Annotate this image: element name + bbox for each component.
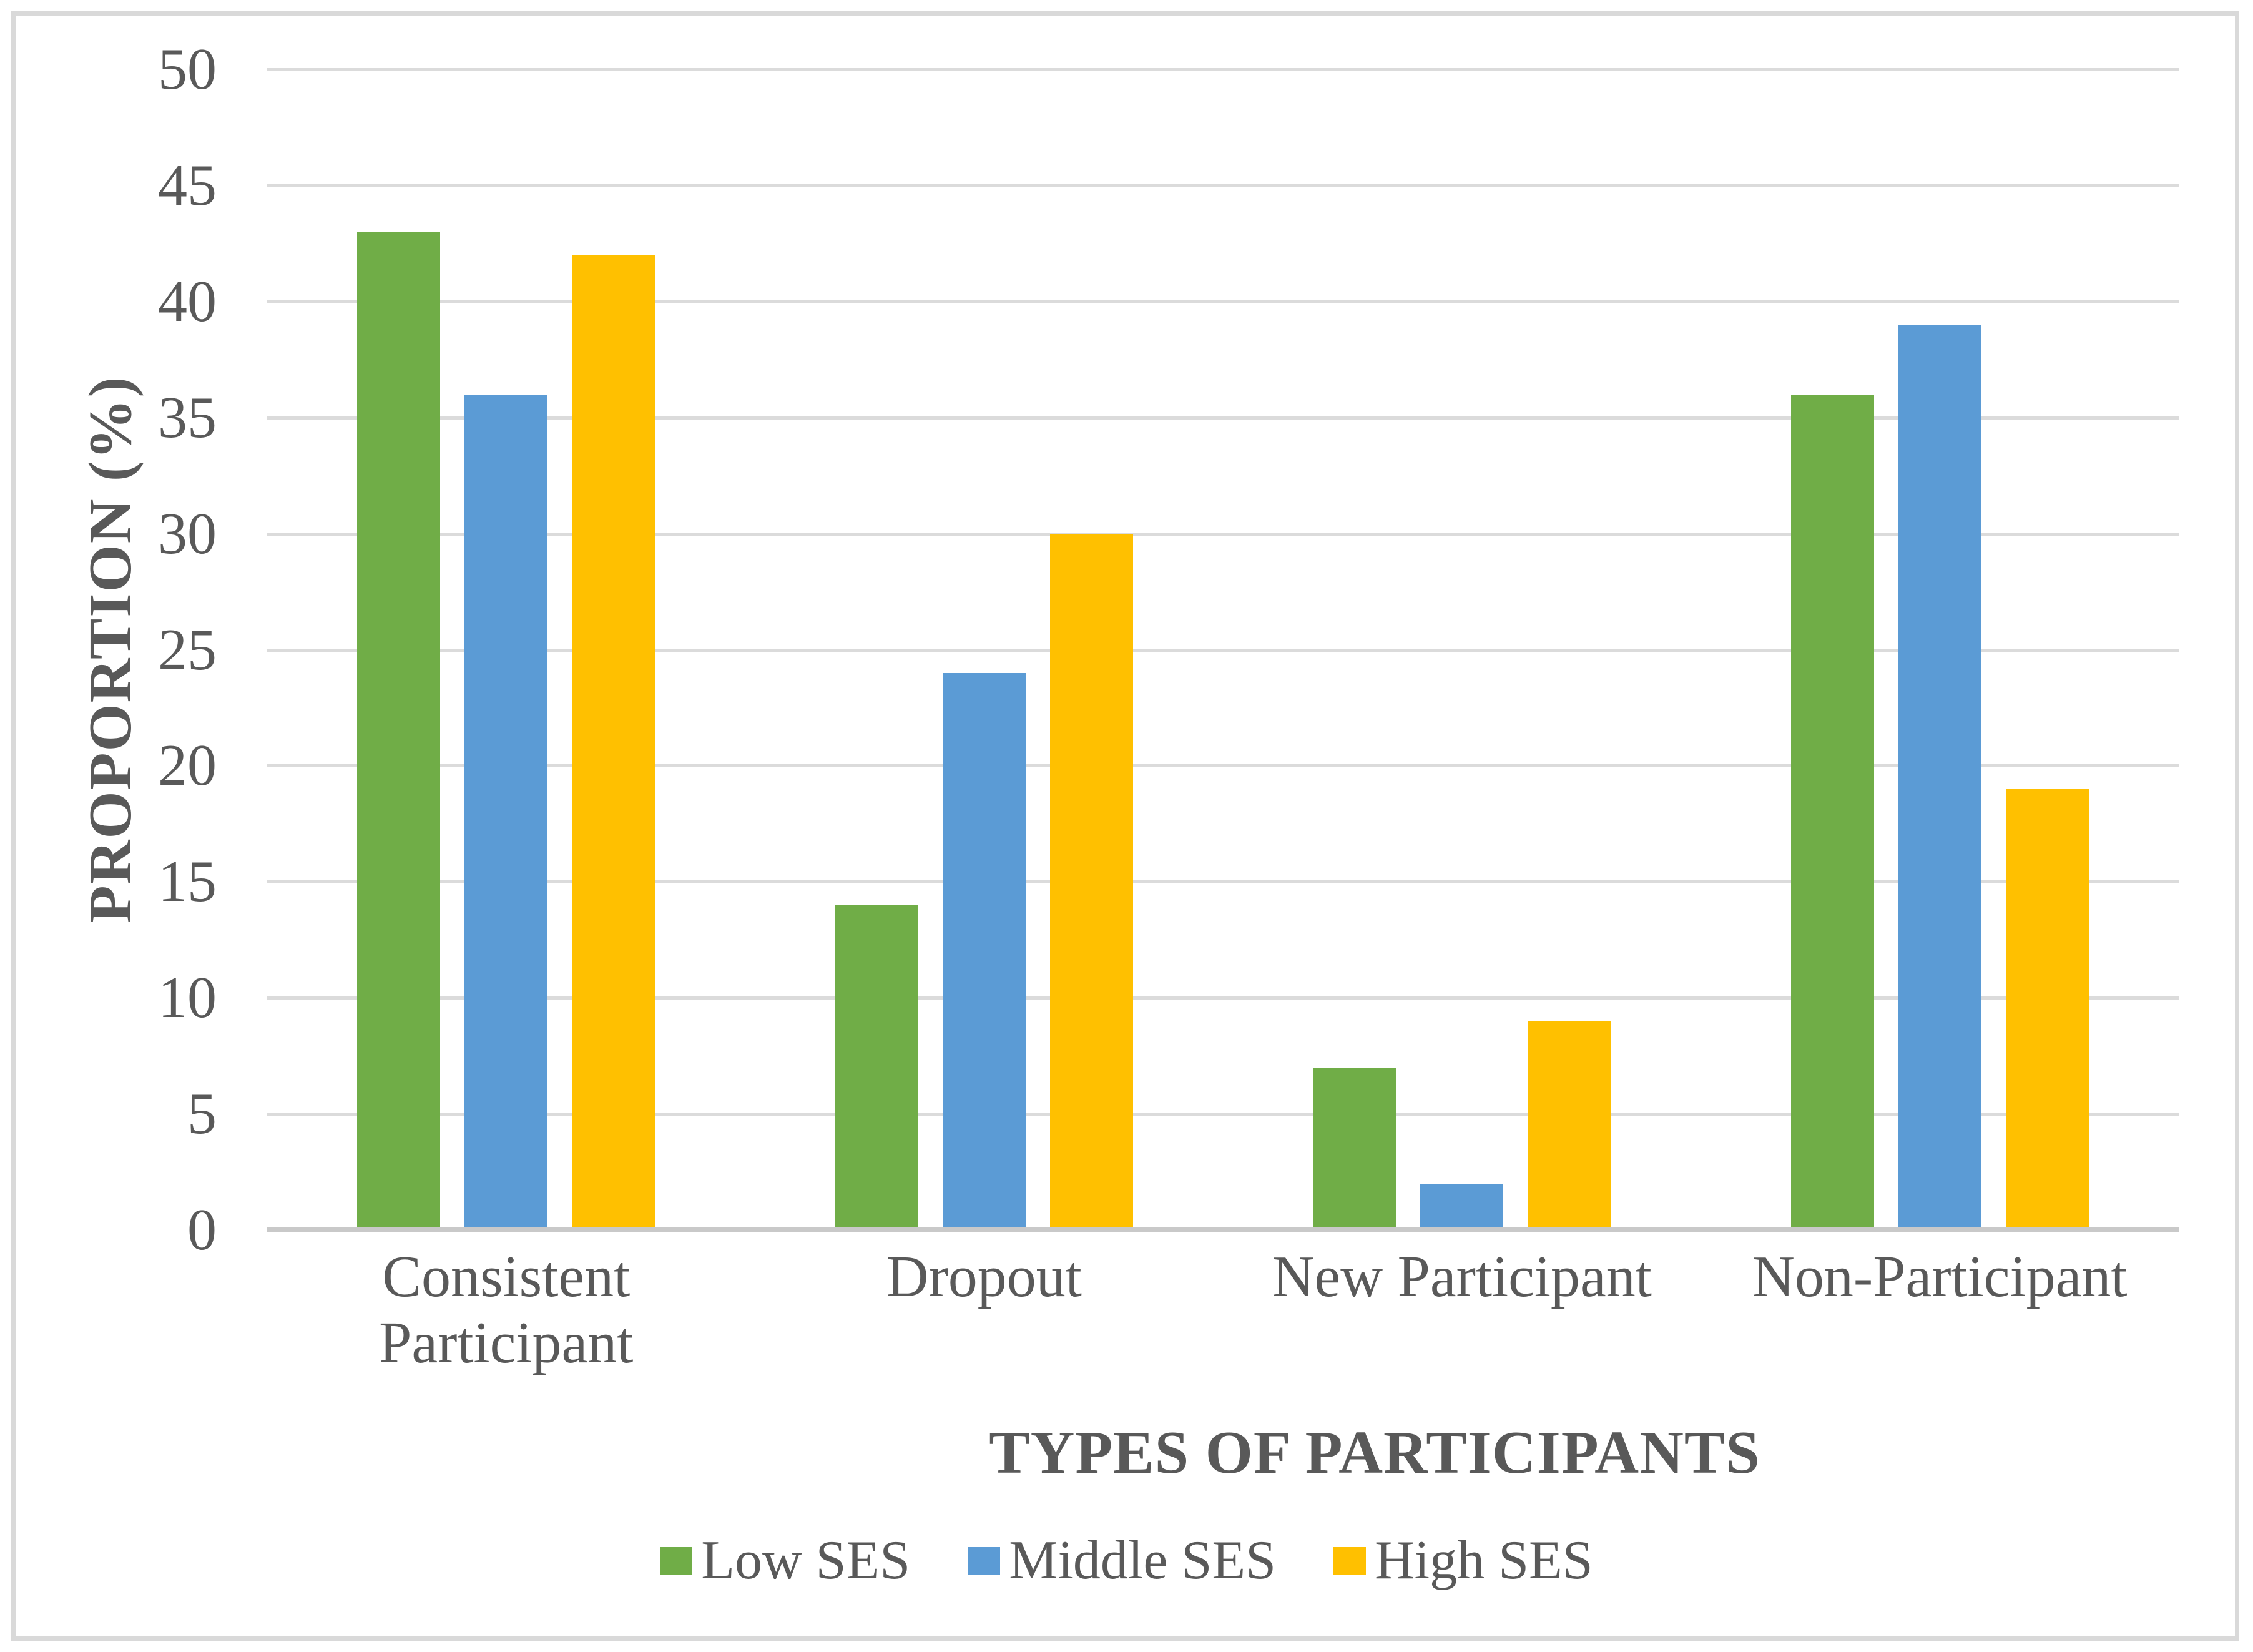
legend-item-middle-ses: Middle SES: [968, 1533, 1276, 1588]
legend-item-low-ses: Low SES: [660, 1533, 910, 1588]
bar-low-ses-3: [1790, 394, 1874, 1230]
bar-low-ses-1: [835, 905, 918, 1230]
bar-low-ses-0: [357, 232, 441, 1230]
gridline-50: [267, 68, 2179, 71]
y-tick-label-50: 50: [158, 37, 217, 102]
legend: Low SES Middle SES High SES: [0, 1533, 2253, 1588]
legend-marker-icon: [1333, 1546, 1367, 1575]
x-category-label-3: Non-Participant: [1752, 1244, 2128, 1309]
bar-middle-ses-0: [464, 394, 548, 1230]
bar-high-ses-0: [572, 255, 655, 1230]
y-tick-label-20: 20: [158, 733, 217, 799]
bar-group-consistent-participant: [267, 69, 745, 1230]
legend-label: Middle SES: [1009, 1530, 1277, 1591]
bar-high-ses-1: [1049, 533, 1133, 1230]
legend-item-high-ses: High SES: [1333, 1533, 1593, 1588]
gridline-35: [267, 416, 2179, 420]
x-axis-title: TYPES OF PARTICIPANTS: [989, 1419, 1760, 1487]
bar-middle-ses-1: [942, 672, 1026, 1230]
legend-label: High SES: [1375, 1530, 1593, 1591]
plot-area: [267, 68, 2179, 1232]
y-tick-label-15: 15: [158, 849, 217, 915]
gridline-30: [267, 532, 2179, 536]
y-tick-label-30: 30: [158, 501, 217, 566]
bar-middle-ses-3: [1898, 324, 1981, 1230]
gridline-5: [267, 1113, 2179, 1116]
legend-marker-icon: [968, 1546, 1001, 1575]
gridline-20: [267, 764, 2179, 768]
y-tick-label-40: 40: [158, 268, 217, 334]
x-axis-line: [267, 1227, 2179, 1232]
gridline-15: [267, 880, 2179, 884]
gridline-25: [267, 648, 2179, 652]
bar-group-non-participant: [1701, 69, 2179, 1230]
y-tick-label-10: 10: [158, 965, 217, 1031]
bar-high-ses-3: [2005, 789, 2089, 1230]
y-tick-label-5: 5: [187, 1081, 217, 1147]
gridline-45: [267, 184, 2179, 187]
legend-marker-icon: [660, 1546, 693, 1575]
bar-middle-ses-2: [1420, 1183, 1504, 1230]
y-tick-label-45: 45: [158, 152, 217, 218]
y-tick-label-0: 0: [187, 1197, 217, 1262]
bar-low-ses-2: [1313, 1067, 1396, 1230]
bar-high-ses-2: [1528, 1021, 1611, 1230]
x-category-label-2: New Participant: [1272, 1244, 1652, 1309]
x-category-label-0: Consistent Participant: [379, 1244, 634, 1376]
bar-group-new-participant: [1223, 69, 1701, 1230]
y-tick-label-35: 35: [158, 385, 217, 450]
gridline-10: [267, 996, 2179, 1000]
x-category-label-1: Dropout: [886, 1244, 1082, 1309]
y-tick-label-25: 25: [158, 617, 217, 682]
gridline-40: [267, 300, 2179, 303]
bar-group-dropout: [745, 69, 1224, 1230]
legend-label: Low SES: [701, 1530, 911, 1591]
